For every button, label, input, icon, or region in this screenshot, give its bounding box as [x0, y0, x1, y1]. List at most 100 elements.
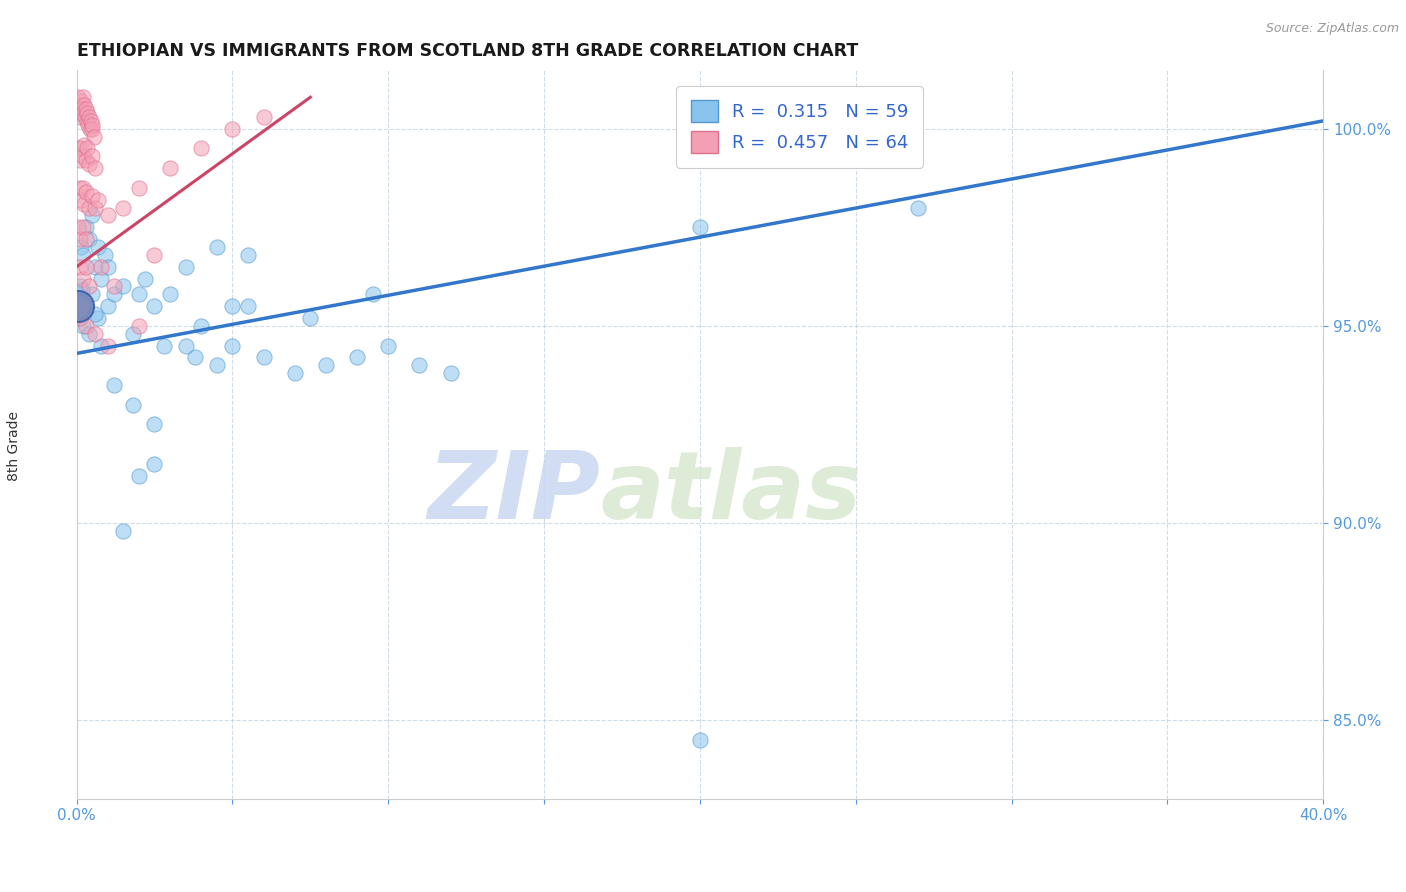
Point — [143, 299, 166, 313]
Point — [252, 351, 274, 365]
Point — [72, 102, 94, 116]
Point — [907, 201, 929, 215]
Point — [174, 338, 197, 352]
Point — [315, 358, 337, 372]
Point — [82, 149, 104, 163]
Point — [112, 201, 135, 215]
Point — [82, 188, 104, 202]
Point — [134, 271, 156, 285]
Point — [79, 114, 101, 128]
Point — [112, 524, 135, 538]
Point — [77, 201, 100, 215]
Point — [174, 260, 197, 274]
Point — [87, 240, 110, 254]
Point — [75, 318, 97, 333]
Text: ETHIOPIAN VS IMMIGRANTS FROM SCOTLAND 8TH GRADE CORRELATION CHART: ETHIOPIAN VS IMMIGRANTS FROM SCOTLAND 8T… — [76, 42, 858, 60]
Point — [143, 417, 166, 432]
Point — [236, 248, 259, 262]
Point — [69, 153, 91, 168]
Point — [299, 310, 322, 325]
Point — [73, 196, 96, 211]
Point — [97, 260, 120, 274]
Point — [72, 220, 94, 235]
Point — [221, 121, 243, 136]
Point — [70, 284, 93, 298]
Point — [67, 141, 90, 155]
Point — [69, 232, 91, 246]
Point — [67, 299, 90, 313]
Point — [284, 366, 307, 380]
Point — [69, 181, 91, 195]
Point — [236, 299, 259, 313]
Point — [84, 260, 107, 274]
Point — [190, 141, 212, 155]
Point — [82, 209, 104, 223]
Point — [67, 287, 90, 301]
Point — [103, 378, 125, 392]
Point — [76, 106, 98, 120]
Text: Source: ZipAtlas.com: Source: ZipAtlas.com — [1265, 22, 1399, 36]
Point — [70, 193, 93, 207]
Point — [67, 102, 90, 116]
Point — [90, 271, 112, 285]
Point — [408, 358, 430, 372]
Point — [77, 326, 100, 341]
Point — [377, 338, 399, 352]
Point — [75, 299, 97, 313]
Point — [84, 307, 107, 321]
Point — [689, 732, 711, 747]
Point — [84, 161, 107, 176]
Point — [79, 121, 101, 136]
Point — [93, 248, 115, 262]
Point — [128, 287, 150, 301]
Point — [75, 153, 97, 168]
Point — [67, 90, 90, 104]
Point — [80, 121, 103, 136]
Legend: R =  0.315   N = 59, R =  0.457   N = 64: R = 0.315 N = 59, R = 0.457 N = 64 — [676, 86, 924, 168]
Point — [90, 260, 112, 274]
Point — [70, 240, 93, 254]
Point — [97, 299, 120, 313]
Text: 8th Grade: 8th Grade — [7, 411, 21, 481]
Point — [72, 299, 94, 313]
Point — [103, 279, 125, 293]
Point — [84, 201, 107, 215]
Point — [77, 110, 100, 124]
Point — [72, 248, 94, 262]
Point — [439, 366, 461, 380]
Point — [97, 338, 120, 352]
Point — [75, 232, 97, 246]
Point — [112, 279, 135, 293]
Point — [77, 118, 100, 132]
Point — [70, 141, 93, 155]
Point — [67, 299, 90, 313]
Point — [72, 271, 94, 285]
Point — [69, 260, 91, 274]
Point — [72, 181, 94, 195]
Point — [75, 185, 97, 199]
Point — [77, 232, 100, 246]
Text: ZIP: ZIP — [427, 447, 600, 539]
Point — [97, 209, 120, 223]
Point — [205, 240, 228, 254]
Point — [84, 326, 107, 341]
Point — [128, 468, 150, 483]
Point — [75, 220, 97, 235]
Point — [121, 326, 143, 341]
Point — [72, 149, 94, 163]
Point — [77, 157, 100, 171]
Point — [205, 358, 228, 372]
Point — [689, 220, 711, 235]
Point — [67, 220, 90, 235]
Point — [346, 351, 368, 365]
Point — [252, 110, 274, 124]
Point — [121, 398, 143, 412]
Point — [184, 351, 207, 365]
Point — [87, 193, 110, 207]
Point — [72, 90, 94, 104]
Point — [69, 310, 91, 325]
Point — [76, 114, 98, 128]
Point — [143, 248, 166, 262]
Point — [361, 287, 384, 301]
Point — [69, 98, 91, 112]
